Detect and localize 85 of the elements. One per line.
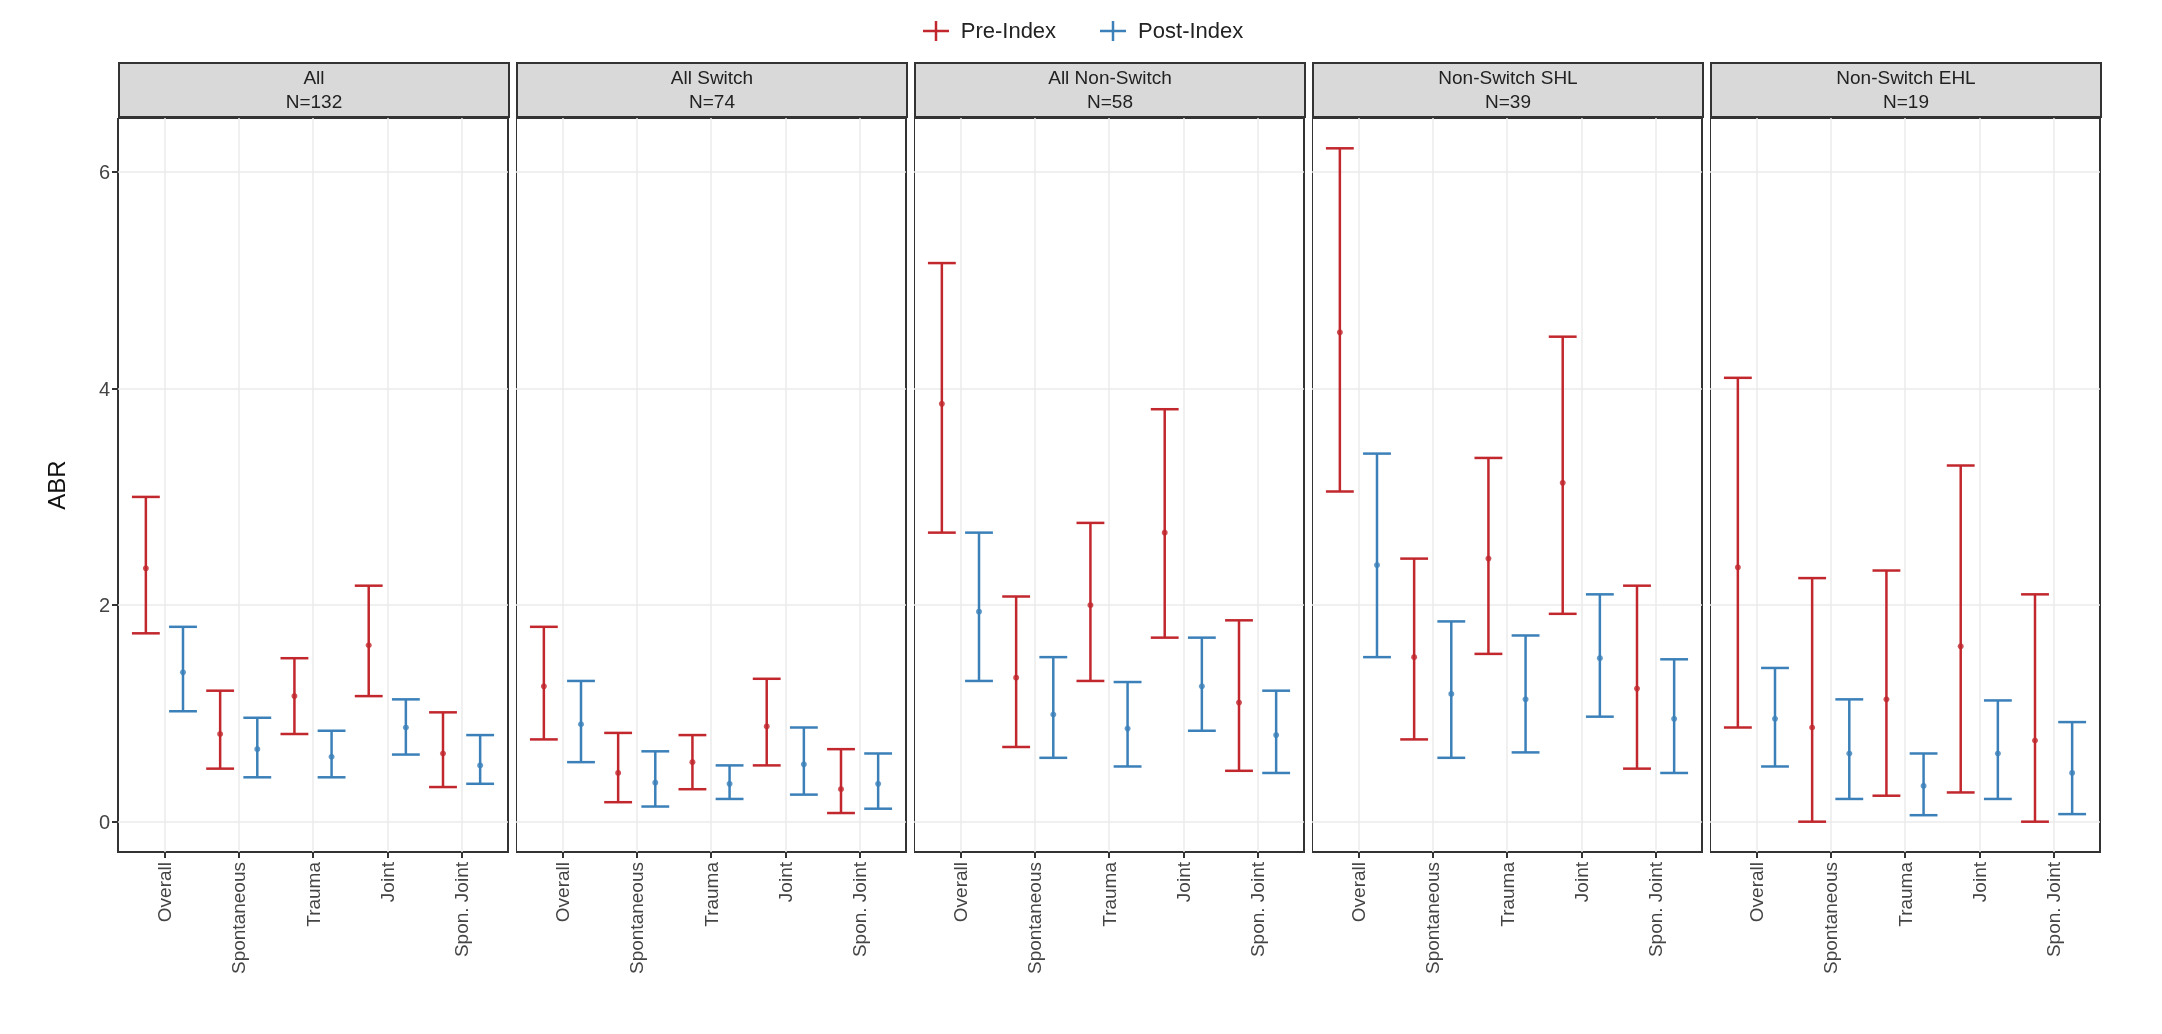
point <box>1161 529 1168 536</box>
point <box>838 786 844 793</box>
chart-title: All Switch N=74 <box>516 62 908 118</box>
point <box>254 746 261 753</box>
x-tick-label: Joint <box>1570 861 1592 903</box>
point <box>540 683 547 690</box>
point <box>726 780 733 787</box>
point <box>142 565 149 572</box>
point <box>1236 699 1242 706</box>
point <box>1559 479 1566 486</box>
point <box>365 642 372 649</box>
point <box>328 753 335 760</box>
x-tick-label: Trauma <box>302 861 324 927</box>
x-tick-label: Overall <box>1745 862 1767 923</box>
chart-title: All N=132 <box>118 62 510 118</box>
chart-title: All Non-Switch N=58 <box>914 62 1306 118</box>
y-tick-label: 6 <box>98 161 110 184</box>
chart-title: Non-Switch EHL N=19 <box>1710 62 2102 118</box>
point <box>402 724 409 731</box>
x-tick-label: Spon. Joint <box>1645 861 1667 958</box>
legend-label: Pre-Index <box>960 18 1057 44</box>
x-tick-label: Joint <box>774 861 796 903</box>
x-tick-label: Spontaneous <box>1422 862 1444 974</box>
y-tick-label: 4 <box>98 377 110 400</box>
point <box>1448 690 1455 697</box>
x-tick-label: Trauma <box>700 861 722 927</box>
point <box>1273 732 1280 739</box>
point <box>1522 696 1529 703</box>
point <box>938 400 945 407</box>
point <box>1596 655 1603 662</box>
point <box>477 762 484 769</box>
point <box>615 769 622 776</box>
x-tick-label: Overall <box>153 862 175 923</box>
point <box>217 731 224 737</box>
point <box>1883 696 1890 703</box>
point <box>800 761 807 768</box>
point <box>1920 782 1927 789</box>
point <box>1411 654 1418 661</box>
point <box>2032 737 2038 744</box>
x-tick-label: Trauma <box>1894 861 1916 927</box>
point <box>875 780 882 787</box>
x-tick-label: Trauma <box>1098 861 1120 927</box>
point <box>578 721 584 728</box>
x-tick-label: Spontaneous <box>626 862 648 974</box>
x-tick-label: Spon. Joint <box>451 861 473 958</box>
x-tick-label: Joint <box>1172 861 1194 903</box>
point <box>1124 725 1131 732</box>
x-tick-label: Spon. Joint <box>849 861 871 958</box>
point <box>1374 562 1380 569</box>
x-tick-label: Spon. Joint <box>1247 861 1269 958</box>
point <box>1994 750 2001 757</box>
x-tick-label: Spontaneous <box>228 862 250 974</box>
point <box>1198 683 1205 690</box>
point <box>976 608 982 615</box>
y-tick-label: 2 <box>98 594 110 617</box>
x-tick-label: Spontaneous <box>1820 862 1842 974</box>
point <box>652 779 659 786</box>
point <box>1087 602 1094 609</box>
x-tick-label: Overall <box>551 862 573 923</box>
point <box>1336 329 1343 336</box>
x-tick-label: Overall <box>949 862 971 923</box>
point <box>1485 555 1492 562</box>
point <box>2069 769 2076 776</box>
point <box>1013 674 1020 681</box>
point <box>1634 685 1640 692</box>
point <box>1809 724 1816 731</box>
chart-title: Non-Switch SHL N=39 <box>1312 62 1704 118</box>
point <box>291 693 298 700</box>
x-tick-label: Joint <box>376 861 398 903</box>
point <box>440 750 446 757</box>
y-tick-label: 0 <box>98 810 110 833</box>
point <box>1772 715 1778 722</box>
legend-label: Post-Index <box>1138 18 1244 44</box>
point <box>1957 643 1964 650</box>
x-tick-label: Joint <box>1968 861 1990 903</box>
x-tick-label: Spontaneous <box>1024 862 1046 974</box>
point <box>689 759 696 766</box>
x-tick-label: Overall <box>1347 862 1369 923</box>
x-tick-label: Spon. Joint <box>2043 861 2065 958</box>
point <box>763 723 770 730</box>
x-tick-label: Trauma <box>1496 861 1518 927</box>
point <box>180 669 186 676</box>
point <box>1734 564 1741 571</box>
point <box>1671 715 1678 722</box>
y-axis-title: ABR <box>42 460 70 510</box>
